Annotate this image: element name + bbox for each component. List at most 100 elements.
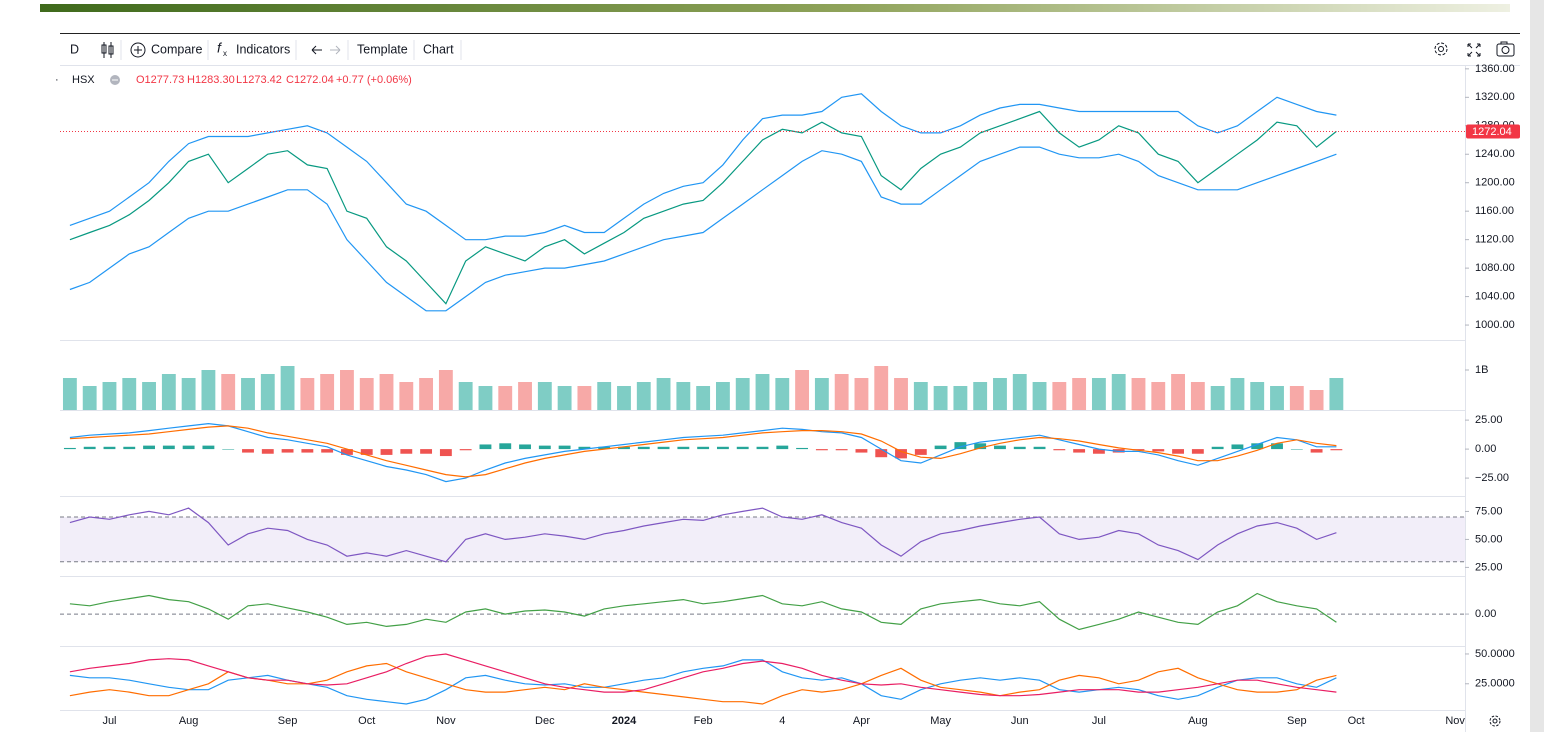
volume-bar [1091, 378, 1106, 410]
close-value: C1272.04 [286, 74, 334, 86]
volume-bar [142, 382, 156, 410]
histogram-bar [400, 449, 413, 454]
side-strip [1530, 0, 1544, 732]
x-tick-label: Oct [1348, 715, 1365, 727]
histogram-bar [1211, 446, 1224, 450]
volume-bar [775, 378, 790, 410]
histogram-bar [1251, 443, 1264, 450]
histogram-bar [182, 445, 195, 450]
top-banner [40, 4, 1510, 12]
chart-button[interactable]: Chart [423, 42, 454, 56]
volume-bar [993, 378, 1007, 410]
redo-button[interactable] [330, 45, 341, 55]
histogram-bar [618, 446, 630, 450]
chart-style-button[interactable] [101, 42, 114, 58]
x-tick-label: Sep [278, 715, 298, 727]
histogram-bar [677, 446, 690, 450]
time-settings-button[interactable] [1489, 715, 1501, 727]
histogram-bar [143, 445, 155, 450]
volume-bar [656, 378, 671, 410]
compare-button[interactable]: Compare [130, 42, 202, 58]
volume-bar [1151, 382, 1166, 410]
histogram-bar [558, 445, 571, 450]
volume-bar [478, 386, 493, 410]
volume-bar [973, 382, 988, 410]
volume-bar [359, 378, 374, 410]
y-tick-label: 50.00 [1475, 533, 1503, 545]
histogram-bar [1092, 449, 1105, 454]
volume-bar [62, 378, 77, 410]
histogram-bar [875, 449, 888, 458]
x-tick-label: May [930, 715, 951, 727]
histogram-bar [341, 449, 353, 455]
fx-icon: x [223, 49, 227, 58]
series-line [69, 422, 1337, 483]
y-tick-label: 50.0000 [1475, 648, 1515, 660]
y-tick-label: 1200.00 [1475, 177, 1515, 189]
y-tick-label: 1360.00 [1475, 63, 1515, 75]
settings-button[interactable] [1434, 42, 1448, 56]
volume-bar [340, 370, 354, 410]
histogram-bar [420, 449, 433, 454]
histogram-bar [815, 449, 828, 451]
histogram-bar [756, 446, 769, 450]
x-tick-label: 2024 [612, 715, 637, 727]
volume-bar [1111, 374, 1126, 410]
volume-bar [241, 378, 255, 410]
change-value: +0.77 (+0.06%) [336, 74, 412, 86]
fullscreen-button[interactable] [1467, 43, 1481, 57]
volume-bar [438, 370, 453, 410]
y-tick-label: 1000.00 [1475, 319, 1515, 331]
histogram-bar [1033, 446, 1046, 450]
histogram-bar [479, 444, 492, 450]
volume-bar [735, 378, 750, 410]
interval-button[interactable]: D [70, 42, 79, 56]
indicators-button[interactable]: f x Indicators [217, 40, 290, 58]
volume-bar [814, 378, 829, 410]
volume-bar [1230, 378, 1245, 410]
volume-bar [715, 382, 730, 410]
histogram-bar [657, 446, 670, 450]
histogram-bar [1231, 444, 1244, 450]
histogram-bar [123, 446, 136, 450]
volume-bar [1270, 386, 1284, 410]
undo-button[interactable] [311, 45, 322, 55]
compare-label: Compare [151, 42, 202, 56]
y-tick-label: 0.00 [1475, 608, 1496, 620]
symbol-separator: · [55, 74, 59, 86]
volume-bar [498, 386, 513, 410]
histogram-bar [1132, 449, 1145, 451]
histogram-bar [1152, 449, 1165, 452]
volume-bar [696, 386, 711, 410]
volume-bar [755, 374, 770, 410]
volume-bar [953, 386, 968, 410]
volume-bar [933, 386, 948, 410]
volume-bar [181, 378, 196, 410]
volume-bar [379, 374, 394, 410]
x-tick-label: Oct [358, 715, 375, 727]
histogram-bar [1271, 443, 1283, 450]
x-tick-label: Aug [1188, 715, 1208, 727]
screenshot-button[interactable] [1496, 41, 1515, 57]
histogram-bar [637, 446, 650, 450]
y-tick-label: 1B [1475, 364, 1488, 376]
volume-bar [1072, 378, 1087, 410]
series-line [69, 659, 1337, 705]
series-line [69, 425, 1337, 478]
open-value: O1277.73 [136, 74, 184, 86]
histogram-bar [439, 449, 452, 457]
volume-bar [676, 382, 691, 410]
histogram-bar [796, 447, 809, 450]
histogram-bar [459, 449, 472, 451]
x-tick-label: Feb [694, 715, 713, 727]
histogram-bar [83, 446, 96, 450]
volume-bar [617, 386, 631, 410]
volume-bar [913, 382, 928, 410]
y-tick-label: 0.00 [1475, 443, 1496, 455]
volume-bar [597, 382, 612, 410]
template-button[interactable]: Template [357, 42, 408, 56]
volume-bar [1131, 378, 1146, 410]
histogram-bar [1310, 449, 1323, 453]
histogram-bar [1053, 449, 1066, 451]
